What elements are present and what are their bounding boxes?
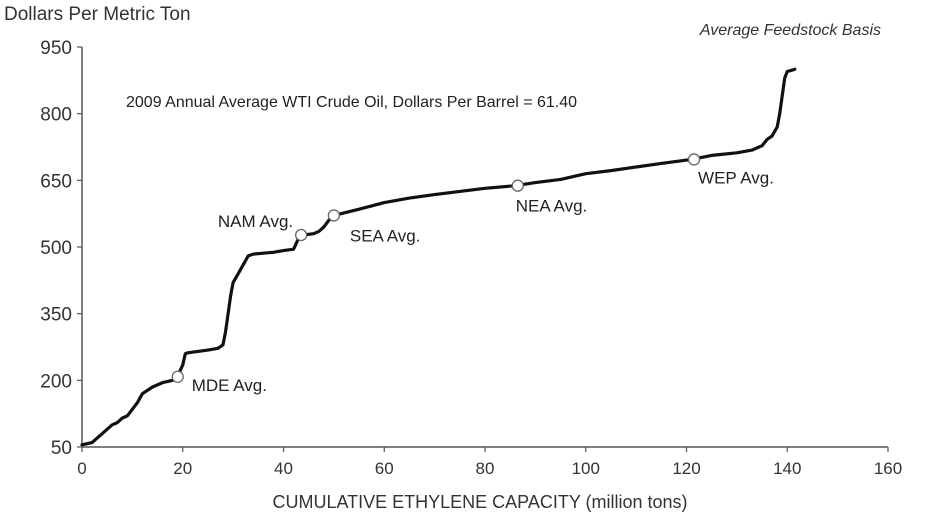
- y-tick-label: 800: [40, 105, 72, 126]
- average-marker: [294, 228, 308, 242]
- cost-curve-line: [80, 67, 797, 447]
- x-tick-label: 120: [672, 459, 700, 478]
- x-axis-title: CUMULATIVE ETHYLENE CAPACITY (million to…: [272, 492, 687, 512]
- x-tick-label: 160: [874, 459, 902, 478]
- marker-layer: MDE Avg. NAM Avg. SEA Avg. NEA Avg. WEP Avg.: [171, 153, 774, 395]
- marker-label: NEA Avg.: [516, 197, 588, 216]
- marker-label: WEP Avg.: [698, 168, 774, 187]
- x-tick-label: 60: [375, 459, 394, 478]
- average-marker: [511, 179, 524, 192]
- y-tick-label: 950: [40, 38, 72, 59]
- series-layer: [80, 67, 797, 447]
- x-tick-label: 100: [572, 459, 600, 478]
- y-axis-title: Dollars Per Metric Ton: [4, 4, 191, 25]
- y-tick-label: 500: [40, 238, 72, 259]
- y-tick-label: 650: [40, 171, 72, 192]
- x-tick-label: 40: [274, 459, 293, 478]
- average-marker: [687, 153, 701, 166]
- marker-label: MDE Avg.: [192, 376, 267, 395]
- axes: [77, 46, 889, 452]
- annotation-text: 2009 Annual Average WTI Crude Oil, Dolla…: [126, 94, 577, 111]
- y-tick-label: 350: [40, 305, 72, 326]
- y-tick-label: 50: [51, 438, 72, 459]
- x-tick-label: 80: [476, 459, 495, 478]
- chart-title: Average Feedstock Basis: [699, 22, 881, 39]
- tick-labels: 50 200 350 500 650 800 950 0 20 40 60 80 100 120 140 16…: [40, 38, 902, 478]
- average-marker: [327, 209, 341, 222]
- x-tick-label: 0: [77, 459, 86, 478]
- y-tick-label: 200: [40, 371, 72, 392]
- marker-label: NAM Avg.: [218, 212, 293, 231]
- marker-label: SEA Avg.: [350, 226, 421, 245]
- x-tick-label: 140: [773, 459, 801, 478]
- average-marker: [171, 370, 184, 383]
- x-tick-label: 20: [173, 459, 192, 478]
